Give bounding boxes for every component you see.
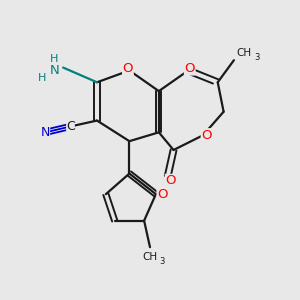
- Text: CH: CH: [142, 253, 158, 262]
- Text: N: N: [50, 64, 59, 77]
- Text: O: O: [201, 129, 212, 142]
- Text: H: H: [38, 73, 47, 83]
- Text: N: N: [41, 126, 50, 139]
- Text: O: O: [123, 62, 133, 75]
- Text: 3: 3: [159, 257, 164, 266]
- Text: CH: CH: [237, 48, 252, 58]
- Text: O: O: [184, 62, 195, 75]
- Text: O: O: [165, 174, 176, 188]
- Text: O: O: [157, 188, 168, 201]
- Text: 3: 3: [254, 53, 259, 62]
- Text: C: C: [66, 120, 75, 133]
- Text: H: H: [50, 54, 58, 64]
